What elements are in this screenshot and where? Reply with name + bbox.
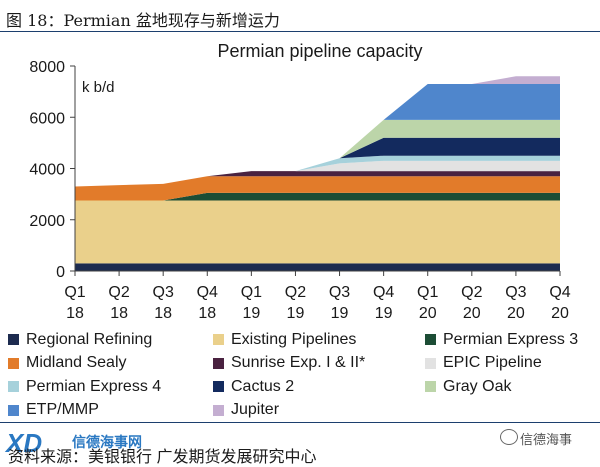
legend-item-cactus-2: Cactus 2	[213, 377, 425, 396]
x-tick-label: 20	[463, 305, 481, 322]
legend-label: Sunrise Exp. I & II*	[231, 354, 366, 371]
x-tick-label: Q3	[505, 284, 526, 301]
legend-label: Jupiter	[231, 401, 280, 418]
legend-item-epic-pipeline: EPIC Pipeline	[425, 354, 600, 373]
legend-label: Cactus 2	[231, 377, 295, 395]
x-tick-label: 18	[66, 305, 84, 322]
area-regional-refining	[75, 263, 560, 271]
figure-header: 图 18：Permian 盆地现存与新增运力	[0, 0, 600, 32]
legend-label: Gray Oak	[443, 377, 512, 395]
x-tick-label: 18	[110, 305, 128, 322]
legend-swatch	[8, 404, 19, 416]
legend-item-permian-express-4: Permian Express 4	[8, 377, 213, 396]
area-cactus-2	[75, 137, 560, 187]
x-tick-label: 20	[507, 305, 525, 322]
x-tick-label: Q2	[461, 284, 482, 301]
x-tick-label: Q4	[373, 284, 394, 301]
x-tick-label: Q1	[64, 284, 85, 301]
y-tick-label: 6000	[29, 110, 65, 127]
legend-item-etp-mmp: ETP/MMP	[8, 401, 213, 420]
area-permian-express-3	[75, 192, 560, 201]
legend-swatch	[213, 404, 224, 416]
legend-label: Permian Express 4	[26, 377, 162, 395]
figure-title: 图 18：Permian 盆地现存与新增运力	[6, 11, 280, 30]
x-tick-label: 19	[331, 305, 349, 322]
legend-item-regional-refining: Regional Refining	[8, 330, 213, 349]
legend-label: Regional Refining	[26, 330, 153, 348]
y-tick-label: 0	[56, 264, 65, 281]
wechat-icon	[500, 429, 518, 445]
area-epic-pipeline	[75, 160, 560, 187]
area-sunrise-exp-i-ii	[75, 171, 560, 187]
logo-text: 信德海事网	[72, 434, 142, 450]
legend-swatch	[425, 357, 436, 369]
x-tick-label: 19	[375, 305, 393, 322]
x-tick-label: Q3	[329, 284, 350, 301]
area-permian-express-4	[75, 155, 560, 187]
x-tick-label: 20	[419, 305, 437, 322]
legend-label: EPIC Pipeline	[443, 354, 542, 371]
y-tick-label: 8000	[29, 59, 65, 76]
legend-swatch	[8, 334, 19, 345]
legend-label: Midland Sealy	[26, 354, 127, 371]
legend-item-gray-oak: Gray Oak	[425, 377, 600, 396]
legend-label: Existing Pipelines	[231, 330, 357, 348]
chart-legend: Regional Refining Existing Pipelines Permi…	[8, 330, 600, 420]
x-tick-label: Q2	[108, 284, 129, 301]
legend-item-sunrise-exp-i-ii: Sunrise Exp. I & II*	[213, 354, 425, 373]
legend-swatch	[213, 381, 224, 392]
x-tick-label: Q4	[549, 284, 570, 301]
legend-swatch	[425, 334, 436, 345]
area-midland-sealy	[75, 176, 560, 201]
area-existing-pipelines	[75, 200, 560, 264]
legend-swatch	[213, 334, 224, 345]
x-tick-label: Q3	[153, 284, 174, 301]
logo-mark: XD	[6, 428, 43, 458]
x-tick-label: 18	[154, 305, 172, 322]
legend-item-midland-sealy: Midland Sealy	[8, 354, 213, 373]
x-tick-label: Q1	[417, 284, 438, 301]
x-tick-label: Q1	[241, 284, 262, 301]
legend-swatch	[213, 357, 224, 369]
source-note: 资料来源：美银银行 广发期货发展研究中心	[8, 449, 317, 466]
legend-item-existing-pipelines: Existing Pipelines	[213, 330, 425, 349]
x-tick-label: Q4	[197, 284, 218, 301]
x-tick-label: Q2	[285, 284, 306, 301]
y-tick-label: 2000	[29, 213, 65, 230]
source-bar: XD 信德海事网 资料来源：美银银行 广发期货发展研究中心 信德海事	[0, 422, 600, 467]
x-tick-label: 19	[242, 305, 260, 322]
area-etp-mmp	[75, 83, 560, 187]
unit-label: k b/d	[82, 79, 115, 96]
wechat-account-name: 信德海事	[520, 432, 573, 447]
x-tick-label: 20	[551, 305, 569, 322]
legend-swatch	[425, 381, 436, 392]
legend-swatch	[8, 357, 19, 369]
legend-item-permian-express-3: Permian Express 3	[425, 330, 600, 349]
stacked-area-chart: 0 2000 4000 6000 8000 Q1 18 Q2 18 Q3 18 Q4 18 Q1 19 Q2 1…	[29, 59, 570, 322]
legend-label: Permian Express 3	[443, 330, 579, 348]
chart-title: Permian pipeline capacity	[217, 41, 423, 61]
legend-swatch	[8, 381, 19, 392]
legend-item-jupiter: Jupiter	[213, 401, 425, 420]
x-tick-label: 19	[287, 305, 305, 322]
area-gray-oak	[75, 119, 560, 187]
x-tick-label: 18	[198, 305, 216, 322]
legend-label: ETP/MMP	[26, 401, 99, 418]
y-tick-label: 4000	[29, 162, 65, 179]
